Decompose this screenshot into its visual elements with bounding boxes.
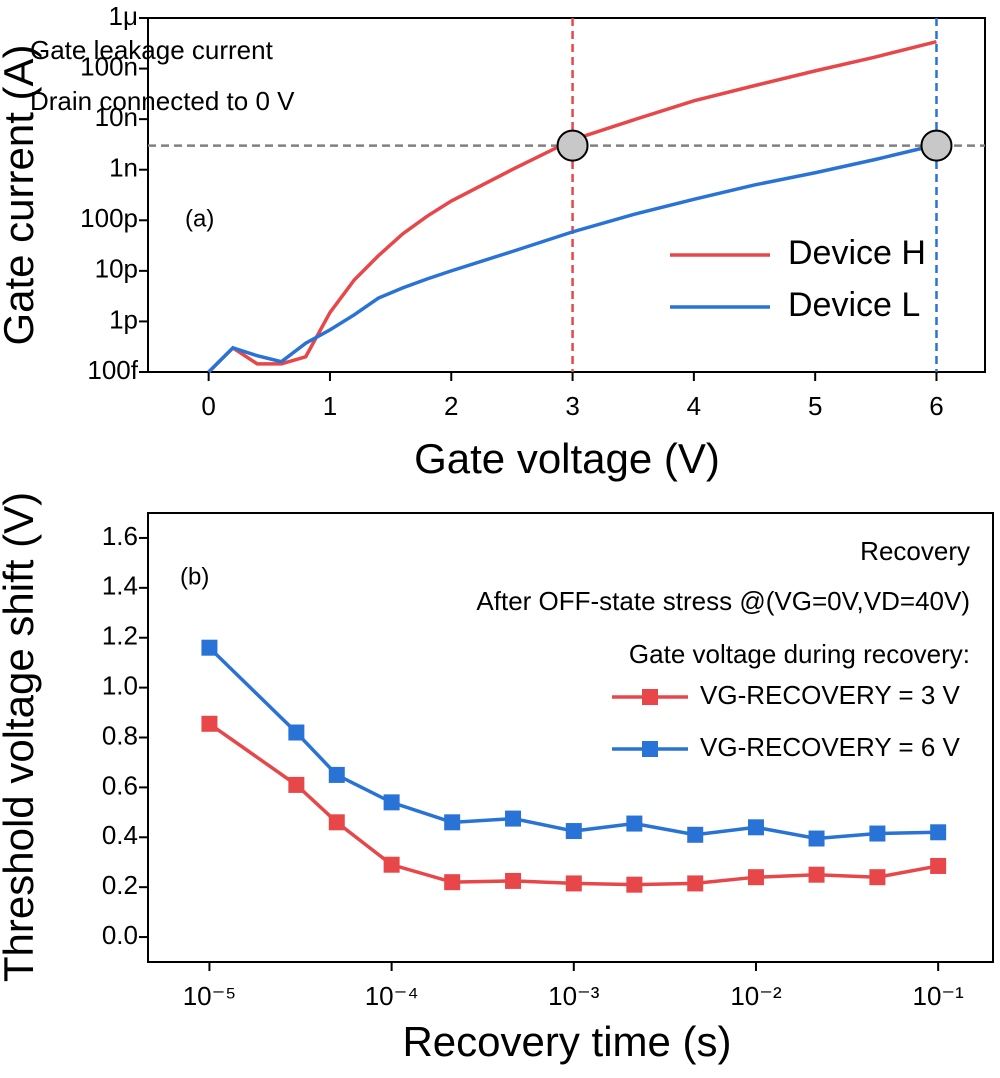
marker xyxy=(808,830,825,847)
marker xyxy=(747,869,764,886)
marker xyxy=(201,639,218,656)
y-tick-label: 1n xyxy=(109,153,138,183)
annotation: (a) xyxy=(185,205,214,232)
y-axis-title: Gate current (A) xyxy=(0,44,42,345)
marker xyxy=(505,872,522,889)
marker xyxy=(869,869,886,886)
y-tick-label: 10p xyxy=(95,254,138,284)
x-tick-label: 6 xyxy=(929,391,943,421)
x-axis-title: Gate voltage (V) xyxy=(414,435,720,482)
marker xyxy=(444,874,461,891)
data-line xyxy=(207,39,937,374)
plot-frame xyxy=(147,17,986,373)
annotation: Gate voltage during recovery: xyxy=(629,639,970,669)
x-tick-label: 10⁻⁴ xyxy=(365,981,419,1011)
legend-label: VG-RECOVERY = 3 V xyxy=(700,680,961,710)
marker xyxy=(328,766,345,783)
annotation: Gate leakage current xyxy=(30,35,274,65)
y-tick-label: 100n xyxy=(80,51,138,81)
highlight-point xyxy=(556,129,589,162)
marker xyxy=(869,825,886,842)
x-tick-label: 10⁻⁵ xyxy=(183,981,236,1011)
marker xyxy=(505,810,522,827)
x-tick-label: 3 xyxy=(565,391,579,421)
y-tick-label: 0.2 xyxy=(102,870,138,900)
marker xyxy=(626,876,643,893)
marker xyxy=(808,866,825,883)
annotation: Drain connected to 0 V xyxy=(30,86,295,116)
marker xyxy=(930,824,947,841)
marker xyxy=(288,776,305,793)
y-tick-label: 0.4 xyxy=(102,820,138,850)
x-tick-label: 10⁻² xyxy=(730,981,782,1011)
marker xyxy=(687,826,704,843)
marker xyxy=(383,856,400,873)
y-tick-label: 100p xyxy=(80,203,138,233)
y-tick-label: 1.6 xyxy=(102,521,138,551)
legend-marker xyxy=(642,689,658,705)
y-tick-label: 1.0 xyxy=(102,670,138,700)
legend-label: VG-RECOVERY = 6 V xyxy=(700,732,961,762)
y-tick-label: 0.8 xyxy=(102,720,138,750)
marker xyxy=(565,823,582,840)
annotation: (b) xyxy=(180,563,209,590)
highlight-point xyxy=(920,129,953,162)
legend-marker xyxy=(642,741,658,757)
x-tick-label: 4 xyxy=(687,391,701,421)
marker xyxy=(288,724,305,741)
x-tick-label: 0 xyxy=(201,391,215,421)
legend-label: Device H xyxy=(788,234,926,272)
y-tick-label: 0.0 xyxy=(102,920,138,950)
legend-label: Device L xyxy=(788,286,920,324)
annotation: Recovery xyxy=(860,536,970,566)
x-tick-label: 10⁻³ xyxy=(548,981,600,1011)
x-axis-title: Recovery time (s) xyxy=(402,1018,731,1065)
x-tick-label: 2 xyxy=(444,391,458,421)
x-tick-label: 1 xyxy=(323,391,337,421)
marker xyxy=(930,857,947,874)
y-tick-label: 10n xyxy=(95,102,138,132)
marker xyxy=(328,814,345,831)
marker xyxy=(565,875,582,892)
y-tick-label: 100f xyxy=(87,355,138,385)
marker xyxy=(626,815,643,832)
annotation: After OFF-state stress @(VG=0V,VD=40V) xyxy=(476,586,970,616)
marker xyxy=(444,814,461,831)
x-tick-label: 5 xyxy=(808,391,822,421)
marker xyxy=(747,819,764,836)
marker xyxy=(687,875,704,892)
marker xyxy=(383,794,400,811)
y-tick-label: 1p xyxy=(109,304,138,334)
y-tick-label: 0.6 xyxy=(102,770,138,800)
marker xyxy=(201,715,218,732)
y-axis-title: Threshold voltage shift (V) xyxy=(0,492,42,982)
y-tick-label: 1μ xyxy=(109,1,138,31)
data-line xyxy=(207,143,937,374)
y-tick-label: 1.4 xyxy=(102,571,138,601)
x-tick-label: 10⁻¹ xyxy=(913,981,965,1011)
y-tick-label: 1.2 xyxy=(102,621,138,651)
